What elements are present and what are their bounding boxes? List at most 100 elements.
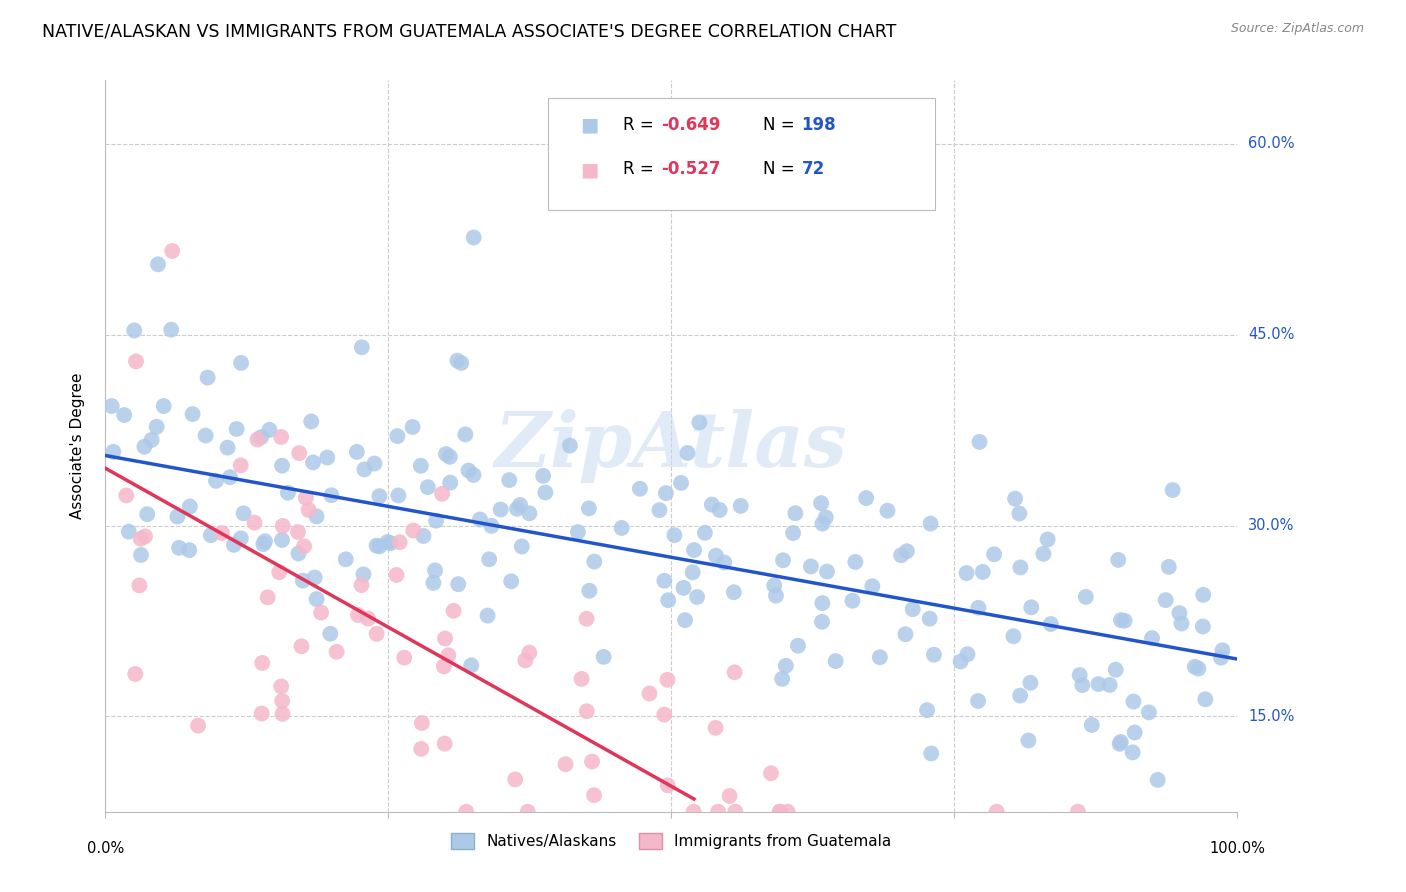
Point <box>1109 613 1132 627</box>
Text: 45.0%: 45.0% <box>1249 327 1295 343</box>
Point <box>894 627 917 641</box>
Point <box>1192 588 1215 602</box>
Point <box>1168 606 1191 620</box>
Point <box>517 646 540 660</box>
Point <box>100 399 122 413</box>
Point <box>682 805 704 819</box>
Point <box>387 488 409 502</box>
Point <box>141 433 163 447</box>
Point <box>1071 678 1094 692</box>
Point <box>516 805 538 819</box>
Point <box>402 524 425 538</box>
Point <box>844 555 866 569</box>
Point <box>509 498 531 512</box>
Point <box>302 455 325 469</box>
Point <box>271 694 294 708</box>
Point <box>969 434 991 449</box>
Point <box>628 482 651 496</box>
Point <box>669 475 692 490</box>
Point <box>765 589 787 603</box>
Text: ■: ■ <box>581 160 599 179</box>
Point <box>1039 617 1062 632</box>
Point <box>787 639 810 653</box>
Point <box>652 707 675 722</box>
Point <box>219 470 242 484</box>
Point <box>800 559 823 574</box>
Point <box>775 658 797 673</box>
Point <box>583 555 606 569</box>
Legend: Natives/Alaskans, Immigrants from Guatemala: Natives/Alaskans, Immigrants from Guatem… <box>444 827 898 855</box>
Point <box>366 627 388 641</box>
Point <box>368 540 391 554</box>
Point <box>707 805 730 819</box>
Point <box>700 498 723 512</box>
Point <box>269 565 291 579</box>
Point <box>363 457 385 471</box>
Point <box>654 574 676 588</box>
Point <box>1157 559 1180 574</box>
Point <box>1154 593 1177 607</box>
Point <box>434 447 457 461</box>
Point <box>1137 706 1160 720</box>
Point <box>638 686 661 700</box>
Point <box>655 486 678 500</box>
Point <box>271 519 294 533</box>
Point <box>259 423 281 437</box>
Point <box>534 485 557 500</box>
Point <box>162 244 184 258</box>
Point <box>152 399 174 413</box>
Text: -0.649: -0.649 <box>661 116 720 134</box>
Point <box>380 536 402 550</box>
Point <box>222 538 245 552</box>
Point <box>412 529 434 543</box>
Point <box>815 565 838 579</box>
Point <box>704 721 727 735</box>
Text: R =: R = <box>623 161 654 178</box>
Point <box>377 535 399 549</box>
Point <box>439 450 461 464</box>
Point <box>571 672 593 686</box>
Point <box>146 257 169 271</box>
Point <box>676 446 699 460</box>
Point <box>290 640 312 654</box>
Point <box>718 789 741 803</box>
Point <box>1008 507 1031 521</box>
Point <box>920 747 942 761</box>
Point <box>567 525 589 540</box>
Point <box>1209 650 1232 665</box>
Point <box>855 491 877 505</box>
Point <box>672 581 695 595</box>
Point <box>1021 600 1043 615</box>
Point <box>785 506 807 520</box>
Point <box>225 422 247 436</box>
Point <box>270 430 292 444</box>
Point <box>657 778 679 792</box>
Point <box>112 408 135 422</box>
Point <box>411 742 433 756</box>
Text: R =: R = <box>623 116 654 134</box>
Point <box>352 567 374 582</box>
Point <box>1032 547 1054 561</box>
Text: 198: 198 <box>801 116 837 134</box>
Point <box>305 509 328 524</box>
Point <box>918 612 941 626</box>
Point <box>350 340 373 354</box>
Point <box>673 613 696 627</box>
Point <box>759 766 782 780</box>
Point <box>1161 483 1184 497</box>
Point <box>288 446 311 460</box>
Text: N =: N = <box>763 161 794 178</box>
Point <box>115 488 138 502</box>
Point <box>446 353 468 368</box>
Text: ZipAtlas: ZipAtlas <box>495 409 848 483</box>
Point <box>124 667 146 681</box>
Point <box>460 658 482 673</box>
Point <box>890 548 912 562</box>
Point <box>309 606 332 620</box>
Point <box>1192 619 1215 633</box>
Point <box>967 600 990 615</box>
Text: -0.527: -0.527 <box>661 161 720 178</box>
Point <box>295 491 318 505</box>
Point <box>1211 643 1233 657</box>
Point <box>425 514 447 528</box>
